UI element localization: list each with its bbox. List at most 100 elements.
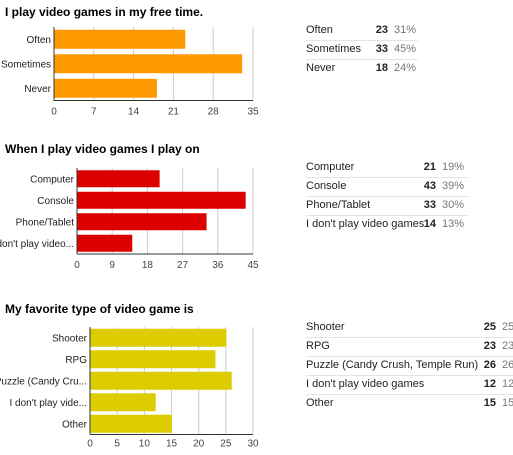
summary-label: Other [306,397,334,409]
summary-percent: 39% [441,180,464,192]
summary-label: I don't play video games [306,218,425,230]
bar [54,29,186,49]
bar [54,54,243,74]
summary-label: Puzzle (Candy Crush, Temple Run) [306,359,479,371]
summary-divider [306,337,513,338]
summary-percent: 26% [501,359,513,371]
summary-row: Phone/Tablet 33 30% [306,199,478,218]
summary-percent: 23% [501,340,513,352]
category-label: Sometimes [1,59,51,70]
summary-label: Sometimes [306,43,362,55]
x-tick-label: 7 [91,107,97,118]
bar-chart-free-time: 0 7 14 21 28 35 Often Sometimes Never [1,27,259,118]
summary-percent: 45% [393,43,416,55]
summary-label: Phone/Tablet [306,199,371,211]
bar [90,328,227,347]
x-tick-label: 45 [247,260,259,271]
summary-count: 12 [483,378,496,390]
summary-count: 15 [483,397,496,409]
summary-row: Console 43 39% [306,180,478,199]
summary-percent: 19% [441,161,464,173]
summary-count: 33 [423,199,436,211]
category-label: Console [37,196,74,207]
category-label: Computer [30,174,75,185]
summary-percent: 30% [441,199,464,211]
summary-count: 23 [483,340,496,352]
x-tick-label: 5 [114,439,120,450]
summary-divider [306,215,468,216]
category-label: RPG [65,355,87,366]
summary-row: I don't play video games 14 13% [306,218,478,237]
summary-divider [306,394,513,395]
bar [54,78,157,98]
summary-label: Often [306,24,333,36]
summary-count: 25 [483,321,496,333]
question-title: When I play video games I play on [5,142,200,156]
summary-row: Sometimes 33 45% [306,43,428,62]
bar [90,414,172,433]
summary-count: 43 [423,180,436,192]
summary-row: Shooter 25 25% [306,321,513,340]
response-summary: Shooter 25 25% RPG 23 23% Puzzle (Candy Crush,… [306,321,513,416]
x-tick-label: 36 [212,260,224,271]
summary-divider [306,196,468,197]
summary-percent: 25% [501,321,513,333]
question-title: My favorite type of video game is [5,302,194,316]
response-summary: Computer 21 19% Console 43 39% Phone/Tablet 33 3… [306,161,478,237]
summary-label: RPG [306,340,330,352]
summary-divider [306,177,468,178]
summary-count: 21 [423,161,436,173]
bar [77,234,133,252]
summary-divider [306,375,513,376]
summary-percent: 15% [501,397,513,409]
x-tick-label: 20 [193,439,205,450]
summary-divider [306,59,418,60]
summary-percent: 24% [393,62,416,74]
x-tick-label: 15 [166,439,178,450]
summary-label: Shooter [306,321,345,333]
category-label: I don't play video... [0,239,74,250]
bar-chart-platform: 0 9 18 27 36 45 Computer Console Phone/Tablet I d… [0,168,259,271]
x-tick-label: 27 [177,260,189,271]
summary-percent: 13% [441,218,464,230]
summary-row: Never 18 24% [306,62,428,81]
category-label: Never [24,84,51,95]
summary-label: Console [306,180,347,192]
x-tick-label: 21 [168,107,180,118]
summary-row: I don't play video games 12 12% [306,378,513,397]
bar [77,213,207,231]
summary-count: 18 [375,62,388,74]
summary-count: 33 [375,43,388,55]
summary-percent: 12% [501,378,513,390]
x-tick-label: 0 [51,107,57,118]
category-label: Often [27,35,51,46]
summary-divider [306,40,418,41]
category-label: Phone/Tablet [16,217,75,228]
summary-row: Computer 21 19% [306,161,478,180]
x-tick-label: 0 [74,260,80,271]
question-title: I play video games in my free time. [5,5,204,19]
summary-count: 26 [483,359,496,371]
summary-label: Never [306,62,336,74]
bar [90,350,216,369]
category-label: Other [62,419,88,430]
x-tick-label: 0 [87,439,93,450]
x-tick-label: 35 [247,107,259,118]
x-tick-label: 30 [247,439,259,450]
x-tick-label: 9 [109,260,115,271]
x-tick-label: 18 [142,260,154,271]
x-tick-label: 25 [220,439,232,450]
bar [90,393,156,412]
summary-label: I don't play video games [306,378,425,390]
category-label: Shooter [52,333,88,344]
summary-label: Computer [306,161,355,173]
x-tick-label: 28 [208,107,220,118]
summary-percent: 31% [393,24,416,36]
x-tick-label: 14 [128,107,140,118]
response-summary: Often 23 31% Sometimes 33 45% Never 18 24% [306,24,428,81]
summary-count: 23 [375,24,388,36]
bar [77,191,246,209]
x-tick-label: 10 [139,439,151,450]
category-label: I don't play vide... [9,398,87,409]
category-label: Puzzle (Candy Cru... [0,376,87,387]
